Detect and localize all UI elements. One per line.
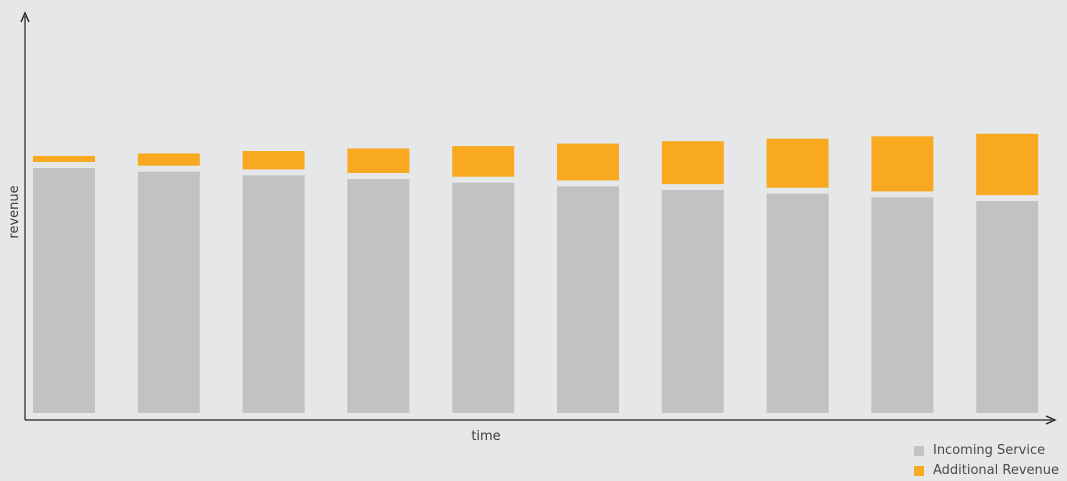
bar-additional-revenue-8 — [766, 138, 829, 188]
bar-incoming-service-1 — [33, 168, 95, 413]
bars-layer — [33, 133, 1039, 413]
x-axis-arrow-icon — [1045, 415, 1057, 425]
bar-additional-revenue-6 — [557, 143, 619, 181]
bar-additional-revenue-4 — [347, 148, 410, 173]
legend: Incoming Service Additional Revenue — [913, 441, 1059, 481]
bar-additional-revenue-7 — [661, 141, 724, 185]
bar-incoming-service-3 — [242, 175, 305, 413]
bar-additional-revenue-5 — [452, 146, 515, 177]
legend-swatch-additional-revenue — [913, 466, 924, 476]
bar-incoming-service-9 — [871, 197, 934, 413]
bar-incoming-service-2 — [137, 171, 200, 413]
bar-incoming-service-4 — [347, 179, 410, 413]
legend-label-additional-revenue: Additional Revenue — [932, 463, 1059, 478]
legend-swatch-incoming-service — [913, 446, 924, 456]
bar-additional-revenue-1 — [33, 155, 95, 162]
y-axis-label: revenue — [7, 185, 22, 238]
bar-incoming-service-5 — [452, 182, 515, 413]
bar-additional-revenue-2 — [137, 153, 200, 166]
legend-item-incoming-service: Incoming Service — [913, 441, 1059, 461]
bar-additional-revenue-3 — [242, 151, 305, 170]
bar-additional-revenue-9 — [871, 136, 934, 192]
bar-incoming-service-10 — [976, 201, 1039, 413]
bar-incoming-service-6 — [557, 186, 619, 413]
y-axis-arrow-icon — [20, 11, 30, 23]
x-axis-label: time — [471, 429, 500, 444]
bar-additional-revenue-10 — [976, 133, 1039, 196]
legend-item-additional-revenue: Additional Revenue — [913, 461, 1059, 481]
legend-label-incoming-service: Incoming Service — [932, 443, 1046, 458]
bar-incoming-service-7 — [661, 190, 724, 413]
bar-incoming-service-8 — [766, 193, 829, 413]
